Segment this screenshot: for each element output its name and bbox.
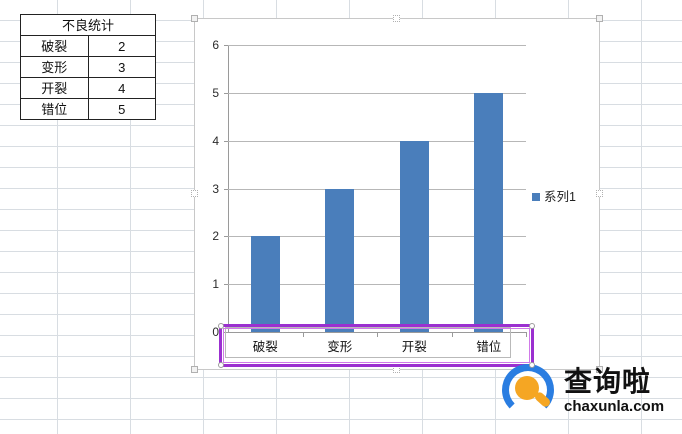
chart-resize-handle-top-right[interactable] [596, 15, 603, 22]
category-axis-label[interactable]: 开裂 [401, 340, 427, 354]
selection-handle-top-left[interactable] [218, 323, 224, 329]
row-value-cell[interactable]: 4 [87, 77, 156, 99]
category-axis-label[interactable]: 变形 [327, 340, 353, 354]
table-row[interactable]: 错位 5 [20, 98, 156, 120]
category-axis-label[interactable]: 破裂 [252, 340, 278, 354]
value-axis-tick [224, 45, 228, 46]
table-header-row[interactable]: 不良统计 [20, 14, 156, 36]
logo-ring [502, 364, 554, 416]
row-name-cell[interactable]: 破裂 [20, 35, 89, 57]
plot-area[interactable]: 0 1 2 3 4 5 6 破裂 变形 开裂 错位 [212, 39, 527, 353]
chart-resize-handle-middle-left[interactable] [191, 190, 198, 197]
watermark-text: 查询啦 chaxunla.com [564, 366, 665, 415]
legend-series-label: 系列1 [544, 190, 576, 204]
selection-handle-bottom-left[interactable] [218, 362, 224, 368]
value-axis-tick [224, 140, 228, 142]
value-axis-tick [224, 332, 228, 333]
value-axis-tick-label: 4 [212, 133, 219, 148]
table-row[interactable]: 变形 3 [20, 56, 156, 78]
selection-handle-top-right[interactable] [529, 323, 535, 329]
value-axis-tick-label: 2 [212, 229, 219, 244]
watermark-title: 查询啦 [564, 366, 652, 397]
category-axis-label-box [225, 327, 511, 358]
chart-resize-handle-bottom-center[interactable] [393, 366, 400, 373]
category-axis-tick [302, 332, 304, 337]
legend-swatch-icon [532, 193, 540, 202]
row-name-cell[interactable]: 错位 [20, 98, 89, 120]
watermark: 查询啦 chaxunla.com [500, 362, 664, 420]
chart-bar[interactable] [325, 188, 355, 332]
value-axis-tick-label: 3 [212, 181, 219, 196]
selection-handle-bottom-right[interactable] [529, 362, 535, 368]
watermark-domain: chaxunla.com [564, 398, 665, 415]
chart-resize-handle-top-center[interactable] [393, 15, 400, 22]
value-axis-tick [224, 236, 228, 238]
value-axis-tick [224, 284, 228, 286]
value-axis-tick [224, 188, 228, 190]
table-body: 不良统计 破裂 2 变形 3 开裂 4 错位 5 [20, 14, 156, 120]
category-axis-tick [526, 332, 527, 337]
row-value-cell[interactable]: 3 [87, 56, 156, 78]
value-axis-tick-label: 6 [212, 38, 219, 52]
category-axis-tick [451, 332, 453, 337]
value-axis-gridline [228, 140, 526, 142]
defect-statistics-table[interactable]: 不良统计 破裂 2 变形 3 开裂 4 错位 5 [20, 14, 156, 120]
category-axis-selection-box[interactable] [218, 323, 535, 368]
chart-legend[interactable]: 系列1 [532, 191, 576, 204]
chart-bar[interactable] [474, 92, 504, 332]
row-value-cell[interactable]: 5 [87, 98, 156, 120]
value-axis-gridline [228, 92, 526, 94]
chart-resize-handle-top-left[interactable] [191, 15, 198, 22]
value-axis-tick-label: 5 [212, 85, 219, 100]
table-row[interactable]: 开裂 4 [20, 77, 156, 99]
chart-resize-handle-middle-right[interactable] [596, 190, 603, 197]
chart-bar[interactable] [399, 140, 429, 332]
chart-object[interactable]: 0 1 2 3 4 5 6 破裂 变形 开裂 错位 系列1 [191, 15, 603, 373]
chart-bar[interactable] [250, 236, 280, 332]
row-value-cell[interactable]: 2 [87, 35, 156, 57]
row-name-cell[interactable]: 开裂 [20, 77, 89, 99]
value-axis-gridline [228, 236, 526, 238]
table-title-cell[interactable]: 不良统计 [20, 14, 156, 36]
category-axis-label[interactable]: 错位 [476, 340, 502, 354]
row-name-cell[interactable]: 变形 [20, 56, 89, 78]
value-axis-tick [224, 92, 228, 94]
value-axis-gridline [228, 284, 526, 286]
value-axis-gridline [228, 188, 526, 190]
chaxunla-search-logo-icon [500, 362, 558, 420]
value-axis-tick-label: 0 [212, 325, 219, 339]
table-row[interactable]: 破裂 2 [20, 35, 156, 57]
category-axis-tick [377, 332, 378, 337]
value-axis-tick-label: 1 [212, 277, 219, 292]
chart-resize-handle-bottom-left[interactable] [191, 366, 198, 373]
value-axis-gridline [228, 45, 526, 46]
chart-resize-handle-bottom-right[interactable] [596, 366, 603, 373]
